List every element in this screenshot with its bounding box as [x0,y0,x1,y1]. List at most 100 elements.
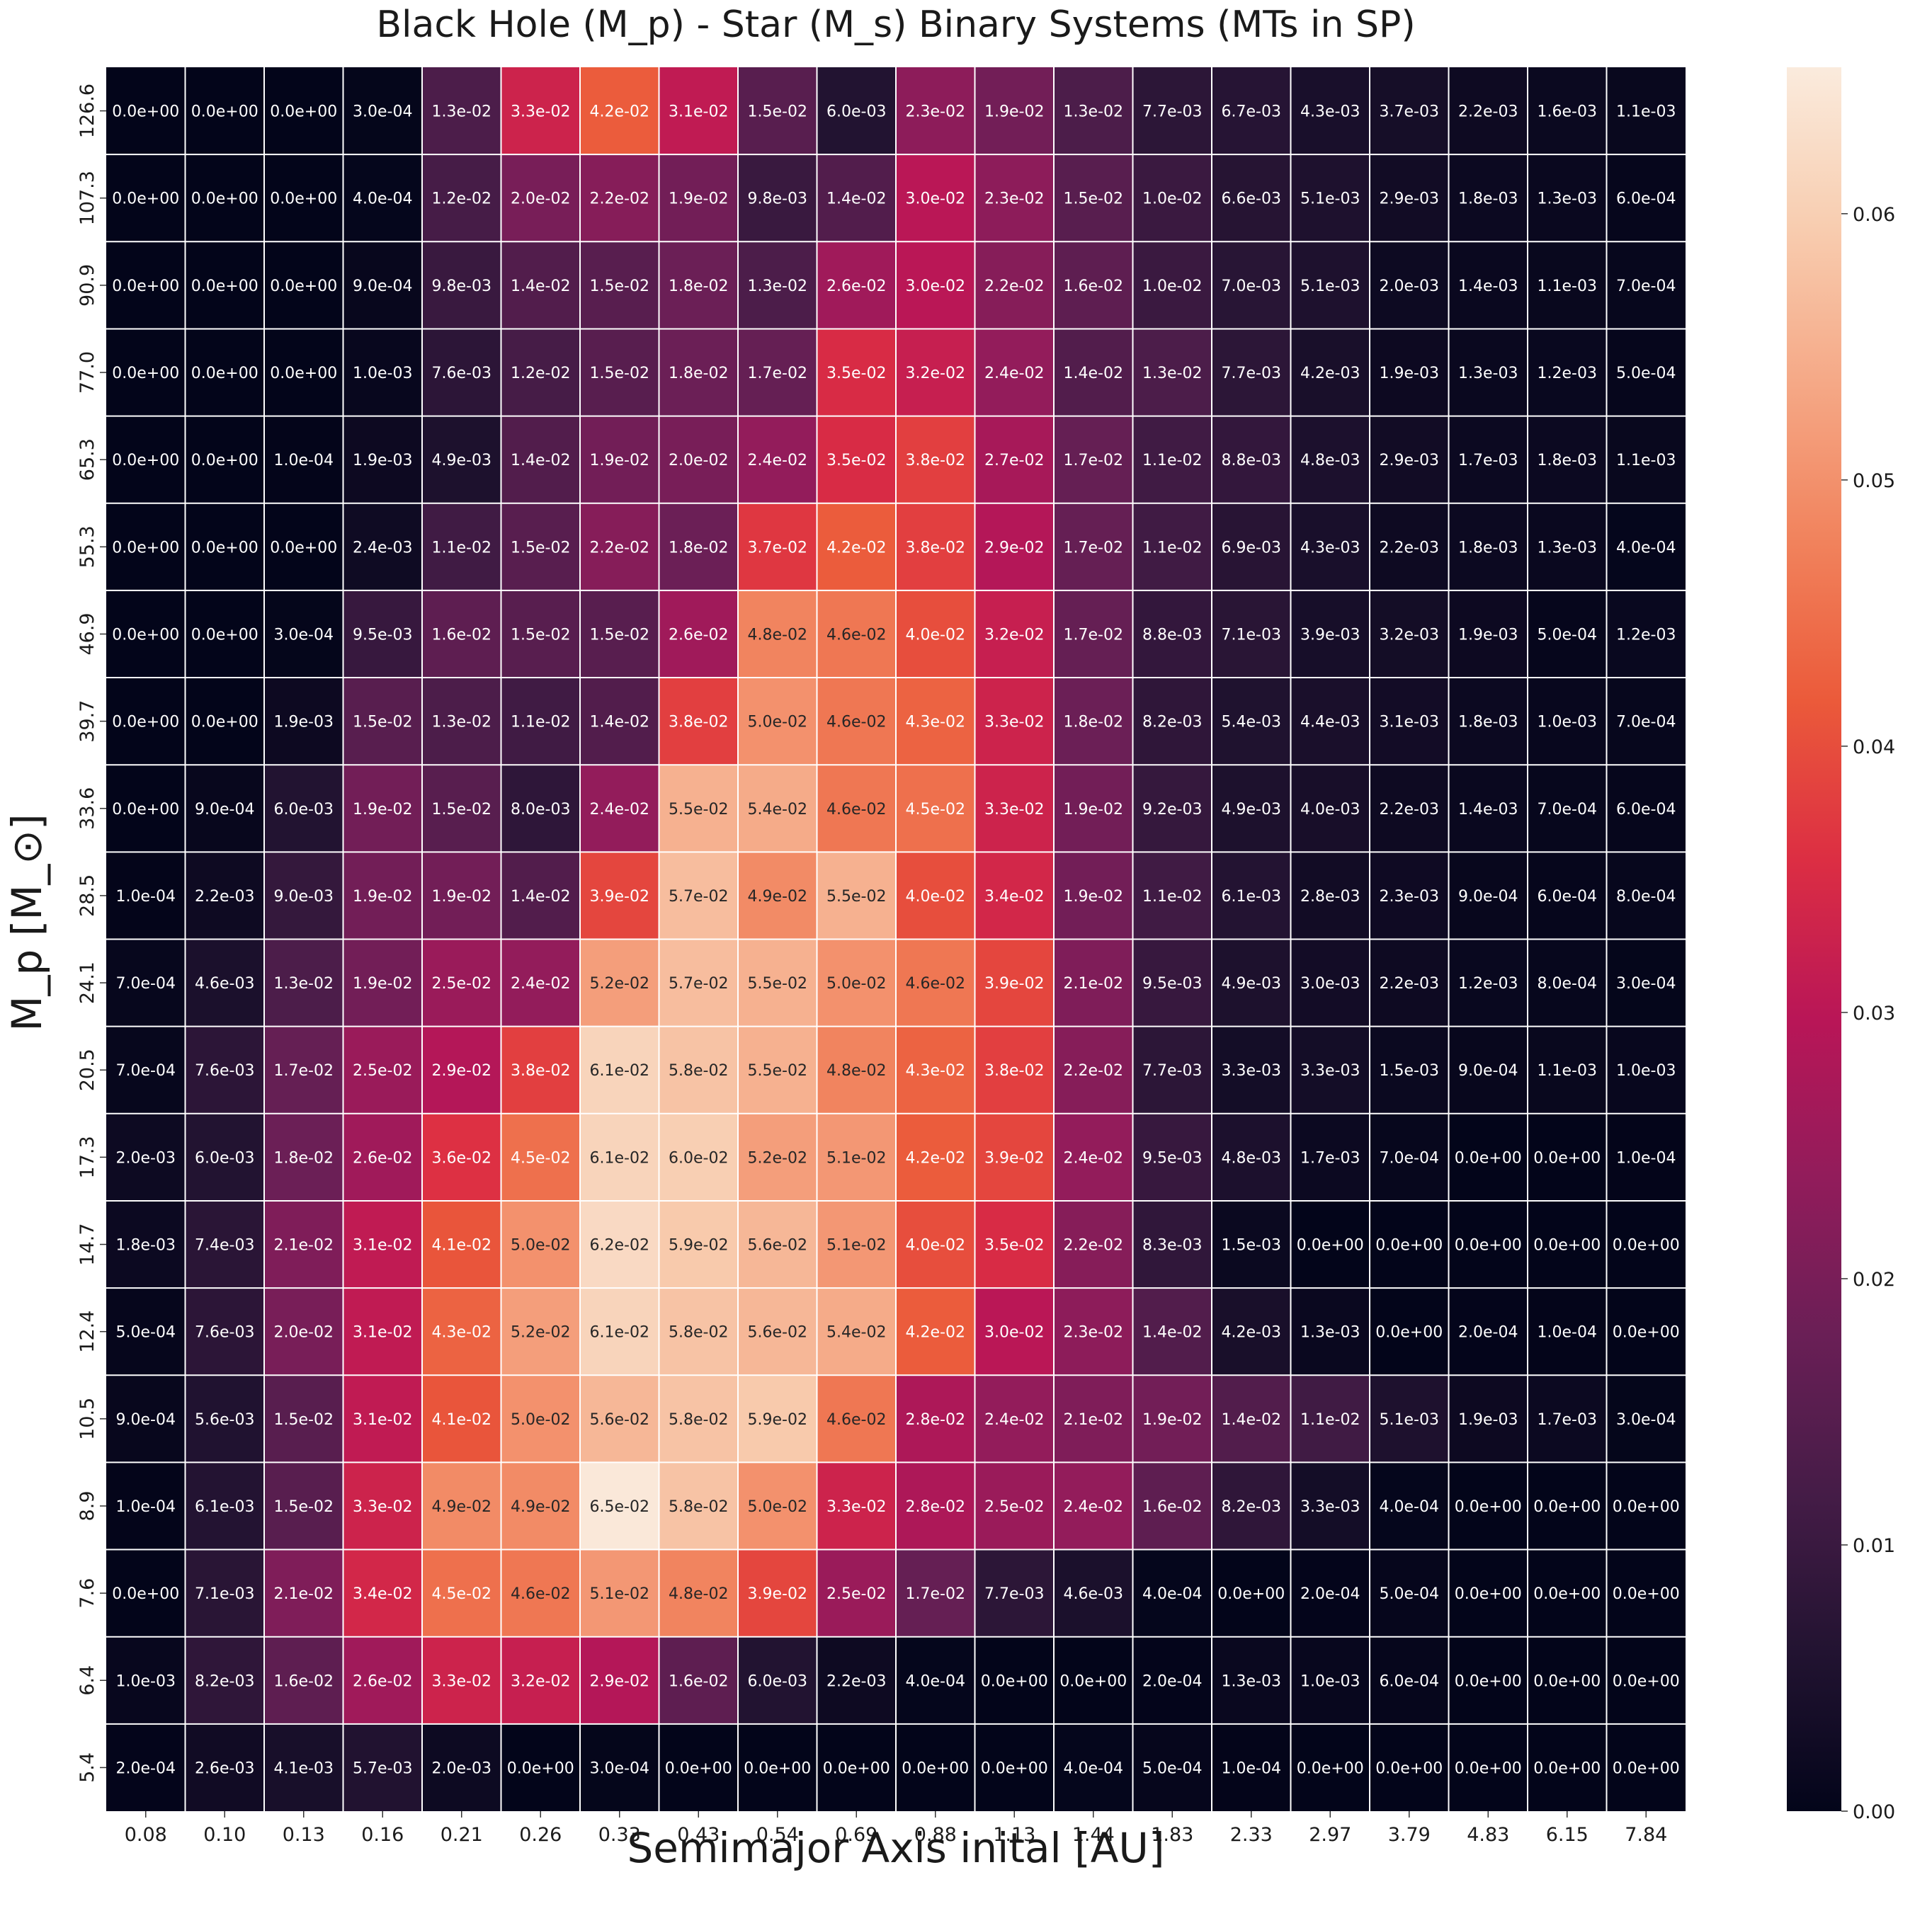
heatmap-cell [1606,590,1686,678]
heatmap-cell [1290,1113,1370,1201]
heatmap-cell [1448,1288,1528,1376]
cell-value-label: 3.7e-02 [748,539,807,557]
cell-value-label: 0.0e+00 [744,1759,811,1777]
cell-value-label: 2.4e-02 [1064,1498,1123,1516]
heatmap-cell [185,1113,264,1201]
cell-value-label: 2.6e-02 [353,1672,412,1690]
cell-value-label: 2.6e-03 [195,1759,254,1777]
heatmap-cell [1370,590,1449,678]
cell-value-label: 3.8e-02 [511,1062,570,1080]
heatmap-cell [817,1723,896,1811]
heatmap-cell [659,939,738,1027]
heatmap-cell [422,678,501,765]
x-tick-label: 0.43 [677,1824,720,1846]
cell-value-label: 1.6e-02 [274,1672,334,1690]
cell-value-label: 5.2e-02 [748,1149,807,1167]
cell-value-label: 1.2e-02 [511,365,570,382]
heatmap-cell [1370,852,1449,940]
cell-value-label: 0.0e+00 [191,626,258,644]
heatmap-cell [817,1288,896,1376]
heatmap-cell [1370,1375,1449,1463]
cell-value-label: 1.9e-02 [590,452,649,469]
x-tick-label: 0.26 [519,1824,562,1846]
cell-value-label: 4.9e-02 [748,888,807,906]
heatmap-cell [1606,1375,1686,1463]
heatmap-cell [422,1549,501,1637]
cell-value-label: 0.0e+00 [507,1759,574,1777]
cell-value-label: 3.3e-03 [1300,1062,1360,1080]
heatmap-cell [1448,329,1528,416]
cell-value-label: 2.1e-02 [1064,1411,1123,1429]
cell-value-label: 2.2e-03 [1380,975,1439,993]
cell-value-label: 2.0e-02 [511,190,570,208]
cell-value-label: 7.0e-04 [116,1062,176,1080]
cell-value-label: 5.1e-03 [1300,190,1360,208]
cell-value-label: 3.3e-03 [1222,1062,1281,1080]
heatmap-cell [422,416,501,503]
cell-value-label: 1.8e-02 [669,278,728,295]
cell-value-label: 1.9e-02 [984,103,1044,121]
heatmap-cell [974,241,1054,329]
heatmap-cell [1212,67,1291,155]
cell-value-label: 5.7e-02 [669,975,728,993]
cell-value-label: 2.2e-02 [1064,1237,1123,1255]
cell-value-label: 3.3e-02 [511,103,570,121]
x-tick-label: 0.69 [835,1824,877,1846]
heatmap-cell [580,678,659,765]
y-tick-label: 12.4 [76,1311,98,1353]
heatmap-cell [738,503,817,591]
cell-value-label: 2.0e-02 [669,452,728,469]
heatmap-cell [1212,1200,1291,1289]
x-tick-label: 1.83 [1151,1824,1193,1846]
heatmap-cell [659,1723,738,1811]
heatmap-cell [422,1113,501,1201]
heatmap-cell [1370,1636,1449,1724]
heatmap-cell [1606,1636,1686,1724]
y-tick-label: 126.6 [76,84,98,138]
heatmap-cell [1528,1723,1607,1811]
heatmap-cell [185,1723,264,1811]
cell-value-label: 1.3e-02 [748,278,807,295]
heatmap-cell [738,1723,817,1811]
cell-value-label: 1.0e-04 [1616,1149,1676,1167]
heatmap-cell [422,154,501,242]
heatmap-cell [896,678,975,765]
heatmap-cell [659,590,738,678]
cell-value-label: 1.2e-03 [1616,626,1676,644]
cell-value-label: 1.9e-02 [432,888,491,906]
heatmap-cell [896,67,975,155]
cell-value-label: 1.5e-03 [1222,1237,1281,1255]
cell-value-label: 0.0e+00 [191,539,258,557]
heatmap-cell [422,1288,501,1376]
cell-value-label: 0.0e+00 [1533,1149,1601,1167]
heatmap-cell [1054,329,1133,416]
cell-value-label: 2.2e-03 [826,1672,886,1690]
heatmap-cell [738,416,817,503]
heatmap-cell [343,1200,422,1289]
heatmap-cell [343,1462,422,1550]
heatmap-cell [1132,765,1212,852]
heatmap-cell [1606,503,1686,591]
cell-value-label: 3.0e-02 [984,1324,1044,1342]
cell-value-label: 2.3e-03 [1380,888,1439,906]
cell-value-label: 9.0e-03 [274,888,334,906]
colorbar: 0.00 0.01 0.02 0.03 0.04 0.05 0.06 [1787,67,1895,1823]
heatmap-cell [343,1026,422,1114]
cell-value-label: 6.0e-04 [1616,801,1676,818]
heatmap-cell [264,329,343,416]
cell-value-label: 4.0e-02 [906,626,965,644]
cell-value-label: 8.8e-03 [1222,452,1281,469]
cell-value-label: 4.0e-04 [1064,1759,1123,1777]
cell-value-label: 4.5e-02 [906,801,965,818]
heatmap-cell [1448,416,1528,503]
heatmap-cell [1054,1288,1133,1376]
cell-value-label: 1.9e-02 [353,888,412,906]
cell-value-label: 0.0e+00 [112,539,179,557]
cell-value-label: 1.3e-03 [1300,1324,1360,1342]
heatmap-cell [501,1462,580,1550]
cell-value-label: 6.0e-03 [195,1149,254,1167]
heatmap-cell [106,1288,186,1376]
heatmap-cell [264,1462,343,1550]
heatmap-cell [659,416,738,503]
cell-value-label: 0.0e+00 [1533,1759,1601,1777]
